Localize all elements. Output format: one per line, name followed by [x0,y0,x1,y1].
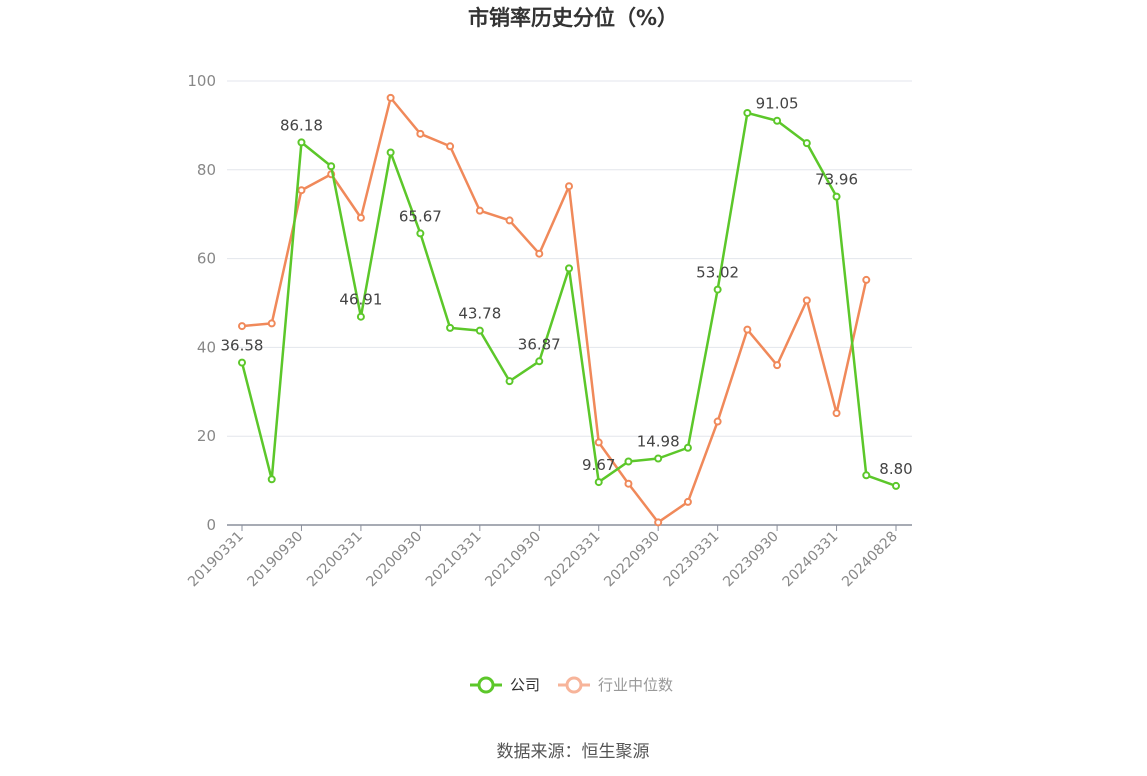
data-label: 36.87 [518,335,561,353]
legend-item-industry[interactable]: 行业中位数 [558,676,673,694]
data-label: 14.98 [637,432,680,450]
data-label: 46.91 [339,291,382,309]
x-tick-label: 20220331 [542,529,604,591]
legend-company-marker [477,676,495,694]
company-data-point [356,312,365,321]
y-tick-label: 20 [197,427,216,445]
company-data-point [683,443,692,452]
x-tick-label: 20210331 [423,529,485,591]
company-data-point [713,285,722,294]
data-label: 43.78 [458,305,501,323]
data-label: 36.58 [221,337,264,355]
industry-data-point [297,186,306,195]
series-layer [238,93,900,527]
industry-data-point [624,479,633,488]
x-tick-label: 20240331 [780,529,842,591]
data-labels: 36.58 86.18 46.91 65.67 43.78 36.87 9.67 14.98 5… [221,95,913,478]
data-source: 数据来源：恒生聚源 [497,742,650,762]
industry-data-point [356,213,365,222]
x-tick-label: 20230930 [720,529,782,591]
industry-data-point [683,497,692,506]
data-label: 8.80 [879,460,912,478]
legend[interactable]: 公司 行业中位数 [470,676,673,694]
company-data-point [624,457,633,466]
company-data-point [475,326,484,335]
company-data-point [297,138,306,147]
data-label: 86.18 [280,116,323,134]
industry-data-point [565,182,573,191]
y-tick-label: 60 [197,250,216,268]
data-label: 9.67 [582,456,615,474]
industry-data-point [713,417,722,426]
y-tick-label: 0 [206,516,216,534]
industry-data-point [594,438,603,447]
industry-data-point [535,249,544,258]
data-label: 65.67 [399,207,442,225]
company-data-point [743,108,752,117]
company-data-point [446,323,455,332]
company-data-point [327,162,336,171]
x-tick-label: 20190930 [245,529,307,591]
y-tick-label: 80 [197,161,216,179]
x-tick-label: 20200930 [363,529,425,591]
legend-item-company[interactable]: 公司 [470,676,540,694]
industry-data-point [773,361,782,370]
company-data-point [386,148,395,157]
company-data-point [892,481,900,490]
company-data-point [594,478,603,487]
data-label: 91.05 [756,95,799,113]
company-data-point [238,358,246,367]
industry-data-point [416,129,425,138]
company-data-point [654,454,663,463]
industry-data-point [475,206,484,215]
x-tick-label: 20200331 [304,529,366,591]
company-data-point [267,475,276,484]
x-tick-label: 20230331 [661,529,723,591]
grid-lines [227,80,912,437]
company-data-point [505,377,514,386]
x-tick-label: 20220930 [601,529,663,591]
y-tick-label: 100 [187,72,216,90]
company-data-point [416,229,425,238]
company-data-point [773,116,782,125]
y-axis: 0 20 40 60 80 100 [187,72,216,534]
legend-industry-label: 行业中位数 [598,676,673,694]
industry-data-point [743,325,752,334]
x-axis: 2019033120190930202003312020093020210331… [185,524,912,591]
industry-data-point [832,409,841,418]
company-data-point [565,264,573,273]
data-label: 53.02 [696,264,739,282]
industry-data-point [802,296,811,305]
legend-company-label: 公司 [510,676,540,694]
chart-title: 市销率历史分位（%） [468,6,678,30]
industry-series-line [241,96,868,524]
data-label: 73.96 [815,171,858,189]
company-data-point [535,357,544,366]
legend-industry-marker [565,676,583,694]
industry-data-point [446,142,455,151]
company-data-point [802,139,811,148]
x-tick-label: 20210930 [482,529,544,591]
y-tick-label: 40 [197,338,216,356]
industry-data-point [267,319,276,328]
x-tick-label: 20190331 [185,529,247,591]
industry-data-point [386,93,395,102]
company-data-point [832,192,841,201]
industry-data-point [654,518,663,527]
x-tick-label: 20240828 [839,529,901,591]
company-data-point [862,471,871,480]
industry-data-point [238,322,246,331]
industry-data-point [862,275,871,284]
industry-data-point [505,216,514,225]
